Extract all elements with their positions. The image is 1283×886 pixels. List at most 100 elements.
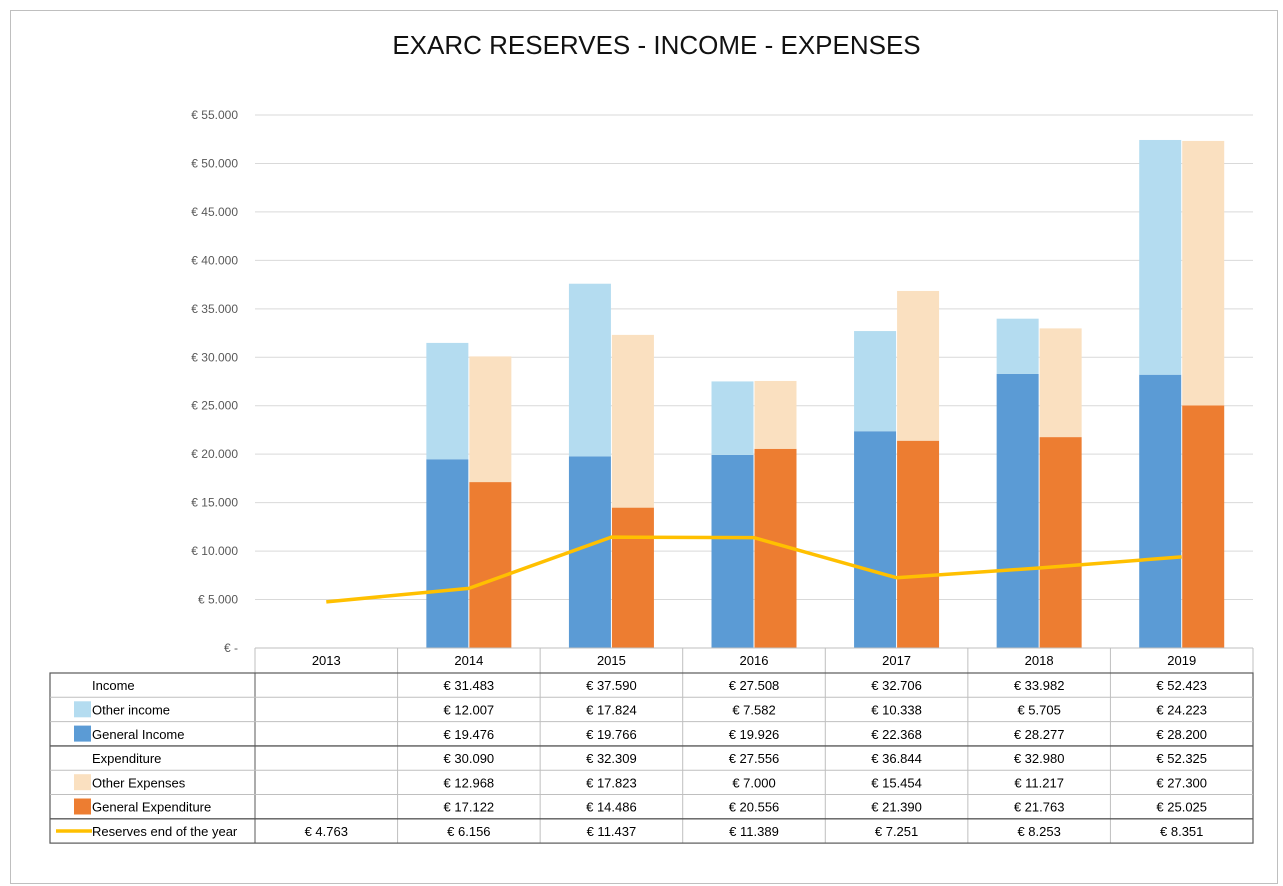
chart-frame bbox=[10, 10, 1278, 884]
category-label: 2013 bbox=[312, 653, 341, 668]
table-cell: € 7.582 bbox=[732, 702, 775, 717]
bar-other-expenses[interactable] bbox=[1039, 328, 1082, 438]
bar-other-expenses[interactable] bbox=[754, 380, 797, 449]
bar-other-income[interactable] bbox=[426, 342, 469, 460]
table-cell: € 12.968 bbox=[444, 775, 495, 790]
table-cell: € 36.844 bbox=[871, 751, 922, 766]
y-tick-label: € 40.000 bbox=[191, 253, 238, 267]
table-row-label: Expenditure bbox=[92, 751, 161, 766]
bar-other-expenses[interactable] bbox=[897, 290, 940, 441]
table-cell: € 6.156 bbox=[447, 824, 490, 839]
table-cell: € 17.823 bbox=[586, 775, 637, 790]
table-cell: € 32.980 bbox=[1014, 751, 1065, 766]
table-row-label: Reserves end of the year bbox=[92, 824, 238, 839]
category-label: 2019 bbox=[1167, 653, 1196, 668]
table-cell: € 17.122 bbox=[444, 800, 495, 815]
bar-general-expenditure[interactable] bbox=[1039, 437, 1082, 648]
bar-general-income[interactable] bbox=[996, 373, 1039, 648]
category-label: 2017 bbox=[882, 653, 911, 668]
table-cell: € 52.325 bbox=[1156, 751, 1207, 766]
y-tick-label: € 45.000 bbox=[191, 205, 238, 219]
y-tick-label: € 10.000 bbox=[191, 544, 238, 558]
table-cell: € 8.253 bbox=[1017, 824, 1060, 839]
y-tick-label: € 15.000 bbox=[191, 496, 238, 510]
table-cell: € 22.368 bbox=[871, 727, 922, 742]
bar-general-income[interactable] bbox=[568, 456, 611, 648]
legend-key bbox=[74, 701, 91, 718]
table-cell: € 30.090 bbox=[444, 751, 495, 766]
table-cell: € 7.251 bbox=[875, 824, 918, 839]
table-cell: € 31.483 bbox=[444, 678, 495, 693]
y-tick-label: € 25.000 bbox=[191, 399, 238, 413]
table-cell: € 4.763 bbox=[305, 824, 348, 839]
table-cell: € 25.025 bbox=[1156, 800, 1207, 815]
category-label: 2016 bbox=[740, 653, 769, 668]
table-row-label: Income bbox=[92, 678, 135, 693]
table-cell: € 15.454 bbox=[871, 775, 922, 790]
table-cell: € 27.556 bbox=[729, 751, 780, 766]
y-tick-label: € 55.000 bbox=[191, 108, 238, 122]
category-label: 2014 bbox=[454, 653, 483, 668]
bar-general-expenditure[interactable] bbox=[611, 507, 654, 648]
table-cell: € 28.200 bbox=[1156, 727, 1207, 742]
table-cell: € 24.223 bbox=[1156, 702, 1207, 717]
category-label: 2015 bbox=[597, 653, 626, 668]
table-cell: € 19.476 bbox=[444, 727, 495, 742]
table-cell: € 32.309 bbox=[586, 751, 637, 766]
legend-key bbox=[74, 725, 91, 742]
bar-general-income[interactable] bbox=[854, 431, 897, 648]
bar-other-income[interactable] bbox=[568, 283, 611, 457]
table-cell: € 27.508 bbox=[729, 678, 780, 693]
y-tick-label: € 35.000 bbox=[191, 302, 238, 316]
table-cell: € 11.437 bbox=[587, 824, 637, 839]
bar-other-expenses[interactable] bbox=[611, 334, 654, 508]
bar-other-income[interactable] bbox=[1139, 139, 1182, 375]
table-row-label: General Expenditure bbox=[92, 800, 211, 815]
table-cell: € 37.590 bbox=[586, 678, 637, 693]
bar-general-expenditure[interactable] bbox=[897, 440, 940, 648]
legend-key bbox=[74, 774, 91, 791]
table-cell: € 17.824 bbox=[586, 702, 637, 717]
table-cell: € 5.705 bbox=[1017, 702, 1060, 717]
table-cell: € 8.351 bbox=[1160, 824, 1203, 839]
table-cell: € 33.982 bbox=[1014, 678, 1065, 693]
chart-title: EXARC RESERVES - INCOME - EXPENSES bbox=[392, 30, 921, 60]
table-cell: € 11.217 bbox=[1014, 775, 1064, 790]
bar-general-expenditure[interactable] bbox=[469, 482, 512, 648]
table-cell: € 27.300 bbox=[1156, 775, 1207, 790]
y-tick-label: € 30.000 bbox=[191, 350, 238, 364]
bar-general-income[interactable] bbox=[1139, 374, 1182, 648]
bar-other-income[interactable] bbox=[711, 381, 754, 455]
table-cell: € 19.926 bbox=[729, 727, 780, 742]
bar-other-expenses[interactable] bbox=[469, 356, 512, 483]
y-tick-label: € 20.000 bbox=[191, 447, 238, 461]
table-cell: € 21.390 bbox=[871, 800, 922, 815]
table-row-label: Other Expenses bbox=[92, 775, 186, 790]
table-border bbox=[49, 672, 1254, 844]
table-cell: € 12.007 bbox=[444, 702, 495, 717]
bar-other-income[interactable] bbox=[854, 331, 897, 432]
y-tick-label: € 5.000 bbox=[198, 593, 238, 607]
y-tick-label: € 50.000 bbox=[191, 156, 238, 170]
category-label: 2018 bbox=[1025, 653, 1054, 668]
bar-other-income[interactable] bbox=[996, 318, 1039, 374]
table-cell: € 32.706 bbox=[871, 678, 922, 693]
table-row-label: Other income bbox=[92, 702, 170, 717]
table-cell: € 14.486 bbox=[586, 800, 637, 815]
table-cell: € 52.423 bbox=[1156, 678, 1207, 693]
y-tick-label: € - bbox=[224, 641, 238, 655]
table-cell: € 11.389 bbox=[729, 824, 779, 839]
table-cell: € 10.338 bbox=[871, 702, 922, 717]
bar-general-income[interactable] bbox=[426, 459, 469, 648]
bar-general-expenditure[interactable] bbox=[1182, 405, 1225, 648]
legend-key bbox=[74, 798, 91, 815]
table-cell: € 21.763 bbox=[1014, 800, 1065, 815]
table-cell: € 19.766 bbox=[586, 727, 637, 742]
table-cell: € 7.000 bbox=[732, 775, 775, 790]
table-row-label: General Income bbox=[92, 727, 185, 742]
bar-other-expenses[interactable] bbox=[1182, 140, 1225, 406]
bar-general-income[interactable] bbox=[711, 454, 754, 648]
table-cell: € 20.556 bbox=[729, 800, 780, 815]
table-cell: € 28.277 bbox=[1014, 727, 1065, 742]
